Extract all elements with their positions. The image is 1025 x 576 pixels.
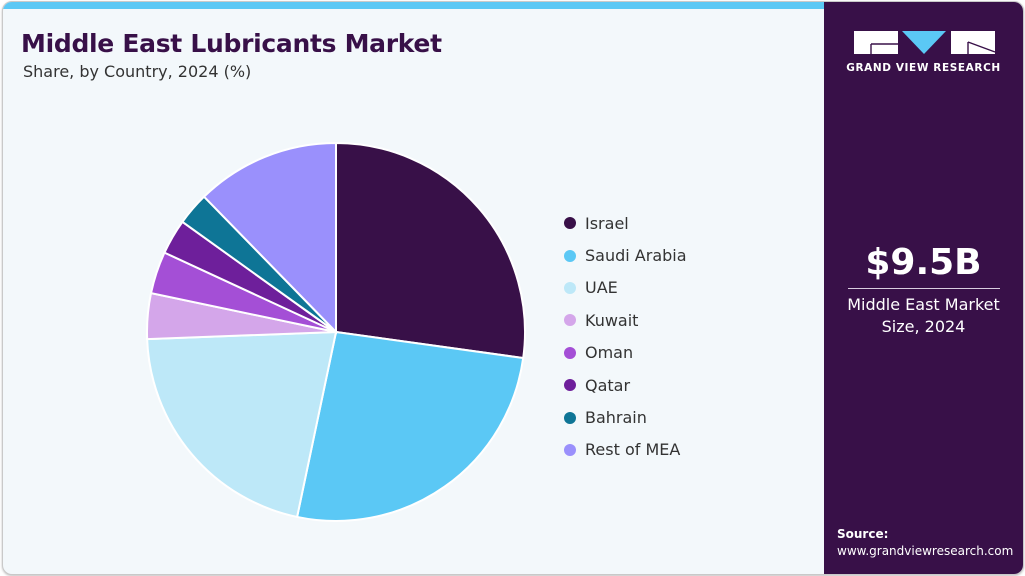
legend-dot-icon <box>564 314 576 327</box>
legend-label: Kuwait <box>585 310 639 330</box>
legend-item-saudi-arabia: Saudi Arabia <box>564 239 687 271</box>
legend-label: Israel <box>585 213 629 233</box>
legend-label: UAE <box>585 278 618 298</box>
source-link[interactable]: www.grandviewresearch.com <box>837 544 1014 558</box>
legend-item-israel: Israel <box>564 207 687 239</box>
legend-dot-icon <box>564 411 576 424</box>
pie-slice-uae <box>146 330 338 519</box>
market-size-label: Middle East Market Size, 2024 <box>824 294 1023 338</box>
legend-dot-icon <box>564 281 576 294</box>
legend-dot-icon <box>564 217 576 230</box>
legend-item-rest-of-mea: Rest of MEA <box>564 434 687 466</box>
market-size-label-line1: Middle East Market <box>847 295 1000 314</box>
chart-subtitle: Share, by Country, 2024 (%) <box>23 62 252 81</box>
market-size-value: $9.5B <box>865 242 982 283</box>
market-size-label-line2: Size, 2024 <box>881 317 966 336</box>
legend-item-uae: UAE <box>564 272 687 304</box>
legend-label: Oman <box>585 343 634 363</box>
brand-panel: GRAND VIEW RESEARCH $9.5B Middle East Ma… <box>824 2 1023 574</box>
pie-chart <box>146 141 526 522</box>
legend-dot-icon <box>564 379 576 392</box>
legend-item-kuwait: Kuwait <box>564 304 687 336</box>
brand-name: GRAND VIEW RESEARCH <box>846 62 1001 74</box>
legend-item-oman: Oman <box>564 337 687 369</box>
legend-dot-icon <box>564 443 576 456</box>
legend: Israel Saudi Arabia UAE Kuwait Oman Qatar Bahr… <box>564 207 687 466</box>
legend-dot-icon <box>564 249 576 262</box>
source-label: Source: <box>837 527 889 541</box>
pie-slice-saudi-arabia <box>295 330 525 522</box>
legend-label: Saudi Arabia <box>585 246 687 266</box>
pie-slice-israel <box>335 141 526 360</box>
legend-item-qatar: Qatar <box>564 369 687 401</box>
accent-bar <box>3 2 824 9</box>
legend-label: Rest of MEA <box>585 440 681 460</box>
legend-item-bahrain: Bahrain <box>564 401 687 433</box>
legend-label: Qatar <box>585 375 631 395</box>
grand-view-research-logo-icon <box>854 31 996 54</box>
kpi-divider <box>848 288 1000 289</box>
pie-slice-rest-of-mea <box>202 141 337 335</box>
legend-label: Bahrain <box>585 408 647 428</box>
chart-title: Middle East Lubricants Market <box>21 29 442 58</box>
legend-dot-icon <box>564 346 576 359</box>
